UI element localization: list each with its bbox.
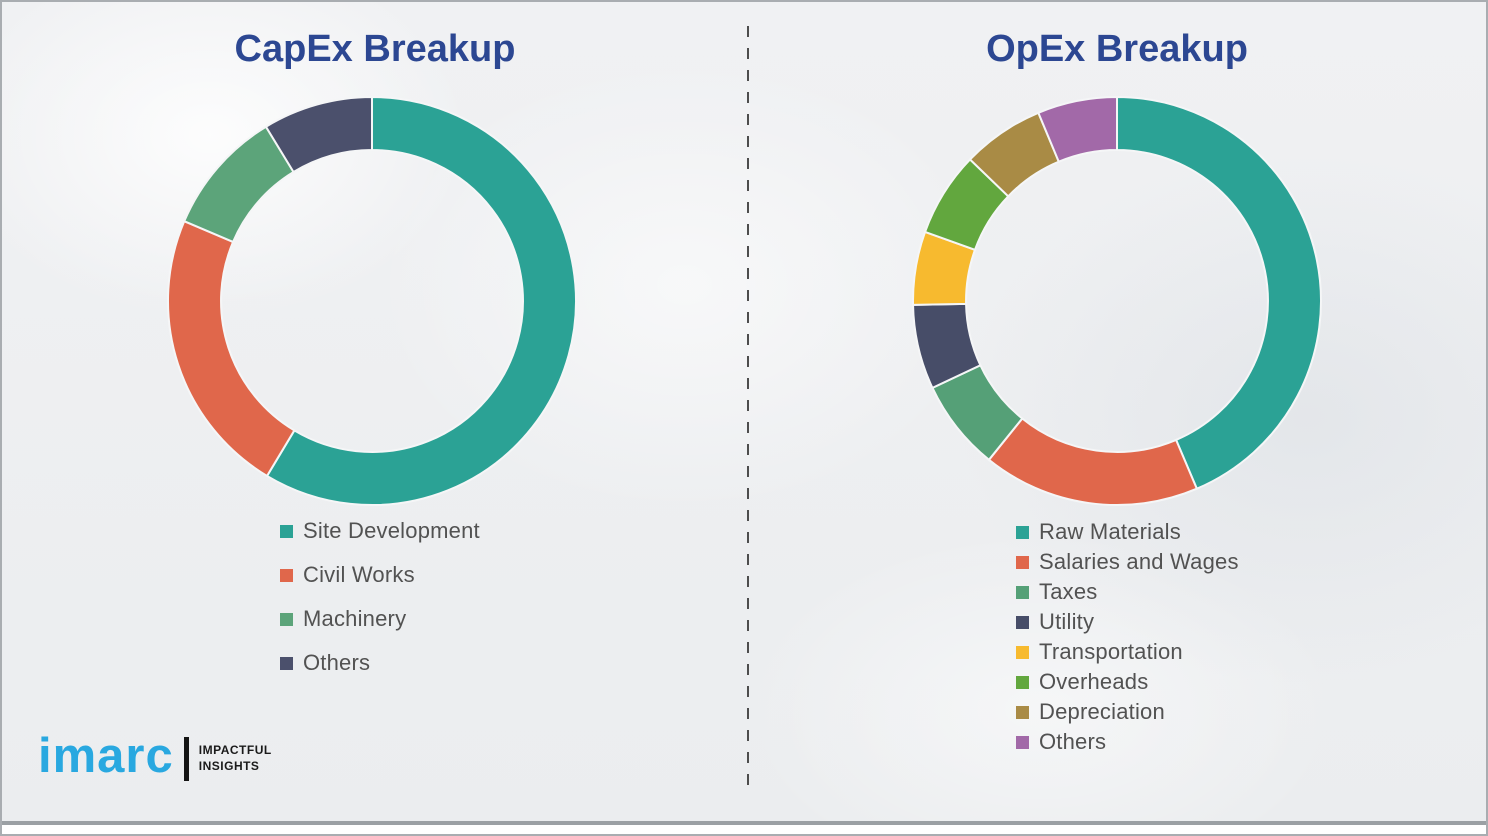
opex-legend-label-depreciation: Depreciation [1039, 699, 1165, 724]
opex-legend-marker-transportation [1016, 645, 1029, 659]
opex-legend-item-transportation: Transportation [1016, 637, 1239, 667]
capex-legend-label-machinery: Machinery [303, 606, 407, 631]
opex-legend-item-raw-materials: Raw Materials [1016, 517, 1239, 547]
panel-divider-dashed-line [747, 26, 749, 792]
opex-segment-others [1037, 95, 1118, 164]
capex-segment-civil-works [166, 219, 296, 478]
opex-legend-marker-utility [1016, 615, 1029, 629]
opex-legend-marker-raw-materials [1016, 525, 1029, 539]
capex-legend-label-site-development: Site Development [303, 518, 480, 543]
opex-legend-marker-depreciation [1016, 705, 1029, 719]
imarc-logo-wordmark: imarc [38, 728, 174, 783]
capex-segment-others [264, 95, 373, 174]
opex-legend-item-salaries-and-wages: Salaries and Wages [1016, 547, 1239, 577]
opex-legend-marker-salaries-and-wages [1016, 555, 1029, 569]
opex-donut-svg [912, 95, 1323, 507]
opex-legend-marker-others [1016, 735, 1029, 749]
opex-legend-label-overheads: Overheads [1039, 669, 1149, 694]
capex-legend-item-machinery: Machinery [280, 597, 480, 641]
opex-legend-label-taxes: Taxes [1039, 579, 1098, 604]
imarc-logo-tagline: IMPACTFUL INSIGHTS [199, 743, 272, 774]
capex-legend-label-civil-works: Civil Works [303, 562, 415, 587]
opex-legend-item-utility: Utility [1016, 607, 1239, 637]
capex-legend-label-others: Others [303, 650, 371, 675]
imarc-logo: imarc IMPACTFUL INSIGHTS [38, 731, 272, 781]
opex-segment-raw-materials [1116, 95, 1323, 491]
capex-donut-svg [166, 95, 577, 506]
opex-legend-label-utility: Utility [1039, 609, 1095, 634]
capex-legend-marker-site-development [280, 524, 293, 538]
opex-chart-title: OpEx Breakup [986, 28, 1248, 70]
capex-donut-chart [166, 95, 578, 507]
opex-legend-item-overheads: Overheads [1016, 667, 1239, 697]
capex-legend-marker-machinery [280, 612, 293, 626]
capex-legend-item-civil-works: Civil Works [280, 553, 480, 597]
opex-legend-label-transportation: Transportation [1039, 639, 1183, 664]
imarc-logo-divider-bar [183, 737, 189, 781]
opex-legend-item-taxes: Taxes [1016, 577, 1239, 607]
imarc-tagline-line2: INSIGHTS [198, 759, 260, 773]
opex-legend-item-depreciation: Depreciation [1016, 697, 1239, 727]
opex-legend-item-others: Others [1016, 727, 1239, 757]
opex-legend-marker-overheads [1016, 675, 1029, 689]
capex-chart-title: CapEx Breakup [234, 28, 516, 70]
capex-legend-marker-civil-works [280, 568, 293, 582]
capex-legend-marker-others [280, 656, 293, 670]
opex-segment-salaries-and-wages [987, 417, 1199, 507]
opex-legend-marker-taxes [1016, 585, 1029, 599]
capex-legend-item-site-development: Site Development [280, 509, 480, 553]
opex-legend-label-salaries-and-wages: Salaries and Wages [1039, 549, 1239, 574]
capex-legend-item-others: Others [280, 641, 480, 685]
bottom-border-line [2, 821, 1486, 825]
opex-legend-label-others: Others [1039, 729, 1107, 754]
capex-segment-site-development [265, 95, 577, 506]
imarc-tagline-line1: IMPACTFUL [198, 743, 272, 758]
opex-donut-chart [911, 95, 1323, 507]
opex-legend-label-raw-materials: Raw Materials [1039, 519, 1181, 544]
opex-legend: Raw Materials Salaries and Wages Taxes Util… [1016, 517, 1239, 757]
capex-legend: Site Development Civil Works Machinery Othe… [280, 509, 480, 685]
bottom-white-strip [2, 825, 1486, 834]
